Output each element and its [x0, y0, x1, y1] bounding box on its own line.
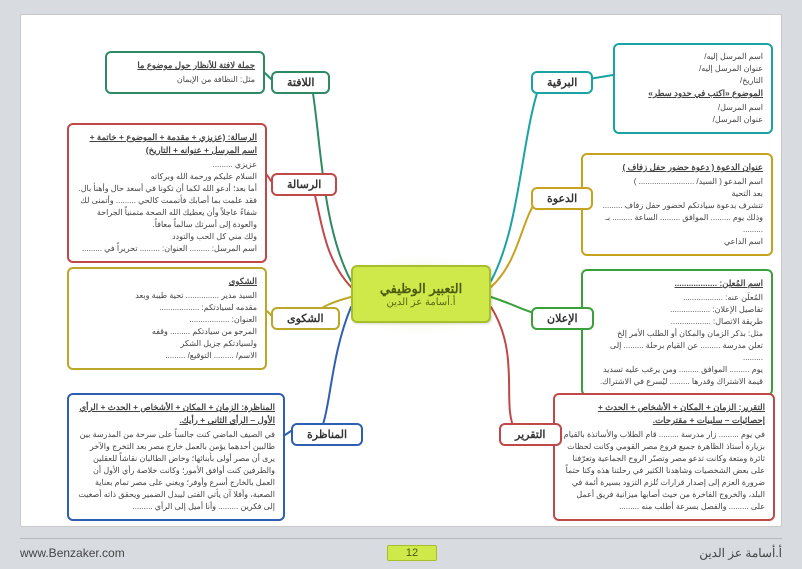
content-line: عنوان المرسل/	[623, 114, 763, 126]
content-line: اسم المدعو ( السيد/ ....................…	[591, 176, 763, 188]
content-line: أما بعد؛ أدعو الله لكما أن تكونا في أسعد…	[77, 183, 257, 195]
content-line: في الصيف الماضي كنت جالساً على سرحة من ا…	[77, 429, 275, 513]
content-line: تفاصيل الإعلان: ..................	[591, 304, 763, 316]
branch-label-telegraph: البرقية	[531, 71, 593, 94]
content-line: التاريخ/	[623, 75, 763, 87]
content-line: مثل: النظافة من الإيمان	[115, 74, 255, 86]
content-line: تتشرف بدعوة سيادتكم لحضور حفل زفاف .....…	[591, 200, 763, 212]
content-line: ولك مني كل الحب والتودد	[77, 231, 257, 243]
content-line: المناظرة: الزمان + المكان + الأشخاص + ال…	[77, 401, 275, 427]
footer-rule	[20, 538, 782, 539]
content-line: الموضوع «اكتب في حدود سطر»	[623, 87, 763, 100]
content-line: السيد مدير ............... تحية طيبة وبع…	[77, 290, 257, 302]
content-line: ولسيادتكم جزيل الشكر	[77, 338, 257, 350]
content-line: طريقة الاتصال: ..................	[591, 316, 763, 328]
content-line: مقدمه لسيادتكم: ..................	[77, 302, 257, 314]
content-line: المرجو من سيادتكم ......... وقفه	[77, 326, 257, 338]
content-box-advert: اسم المُعلِن: .................. المُعلَن…	[581, 269, 773, 396]
branch-label-banner: اللافتة	[271, 71, 330, 94]
content-box-banner: جملة لافتة للأنظار حول موضوع ما مثل: النظ…	[105, 51, 265, 94]
content-line: الرسالة: (عزيزي + مقدمة + الموضوع + خاتم…	[77, 131, 257, 157]
content-line: اسم المرسل: ......... العنوان: .........…	[77, 243, 257, 255]
content-box-debate: المناظرة: الزمان + المكان + الأشخاص + ال…	[67, 393, 285, 521]
content-box-telegraph: اسم المرسل إليه/عنوان المرسل إليه/التاري…	[613, 43, 773, 134]
content-line: المُعلَن عنه: ..................	[591, 292, 763, 304]
content-line: عزيزي .........	[77, 159, 257, 171]
content-line: فقد علمت بما أصابك فأتممت كالحي ........…	[77, 195, 257, 231]
center-subtitle: أ.أسامة عز الدين	[387, 297, 456, 308]
branch-label-letter: الرسالة	[271, 173, 337, 196]
content-line: تعلن مدرسة ......... عن القيام برحلة ...…	[591, 340, 763, 364]
content-line: مثل: بذكر الزمان والمكان أو الطلب الأمر …	[591, 328, 763, 340]
center-title: التعبير الوظيفي	[380, 281, 462, 297]
content-line: السلام عليكم ورحمة الله وبركاته	[77, 171, 257, 183]
content-box-letter: الرسالة: (عزيزي + مقدمة + الموضوع + خاتم…	[67, 123, 267, 263]
content-line: الاسم/ ......... التوقيع/ .........	[77, 350, 257, 362]
content-line: التقرير: الزمان + المكان + الأشخاص + الح…	[563, 401, 765, 427]
content-box-invitation: عنوان الدعوة ( دعوة حضور حفل زفاف ) اسم ا…	[581, 153, 773, 256]
content-line: اسم الداعي	[591, 236, 763, 248]
content-box-report: التقرير: الزمان + المكان + الأشخاص + الح…	[553, 393, 775, 521]
branch-label-report: التقرير	[499, 423, 562, 446]
page-number: 12	[387, 545, 437, 561]
center-node: التعبير الوظيفي أ.أسامة عز الدين	[351, 265, 491, 323]
branch-label-debate: المناظرة	[291, 423, 363, 446]
content-line: في يوم ......... زار مدرسة ......... قام…	[563, 429, 765, 513]
content-line: يوم ......... الموافق ......... ومن يرغب…	[591, 364, 763, 388]
footer-site: www.Benzaker.com	[20, 546, 125, 560]
footer-author: أ.أسامة عز الدين	[699, 546, 782, 560]
content-line: بعد التحية	[591, 188, 763, 200]
content-line: وذلك يوم ......... الموافق ......... الس…	[591, 212, 763, 236]
content-line: اسم المرسل/	[623, 102, 763, 114]
content-line: العنوان: ..................	[77, 314, 257, 326]
page: التعبير الوظيفي أ.أسامة عز الدين البرقية…	[20, 14, 782, 527]
content-line: جملة لافتة للأنظار حول موضوع ما	[115, 59, 255, 72]
branch-label-invitation: الدعوة	[531, 187, 593, 210]
content-line: اسم المرسل إليه/	[623, 51, 763, 63]
content-line: اسم المُعلِن: ..................	[591, 277, 763, 290]
content-line: عنوان الدعوة ( دعوة حضور حفل زفاف )	[591, 161, 763, 174]
branch-label-advert: الإعلان	[531, 307, 594, 330]
content-line: الشكوى	[77, 275, 257, 288]
footer: أ.أسامة عز الدين 12 www.Benzaker.com	[20, 545, 782, 561]
branch-label-complaint: الشكوى	[271, 307, 340, 330]
content-line: عنوان المرسل إليه/	[623, 63, 763, 75]
content-box-complaint: الشكوى السيد مدير ............... تحية طي…	[67, 267, 267, 370]
